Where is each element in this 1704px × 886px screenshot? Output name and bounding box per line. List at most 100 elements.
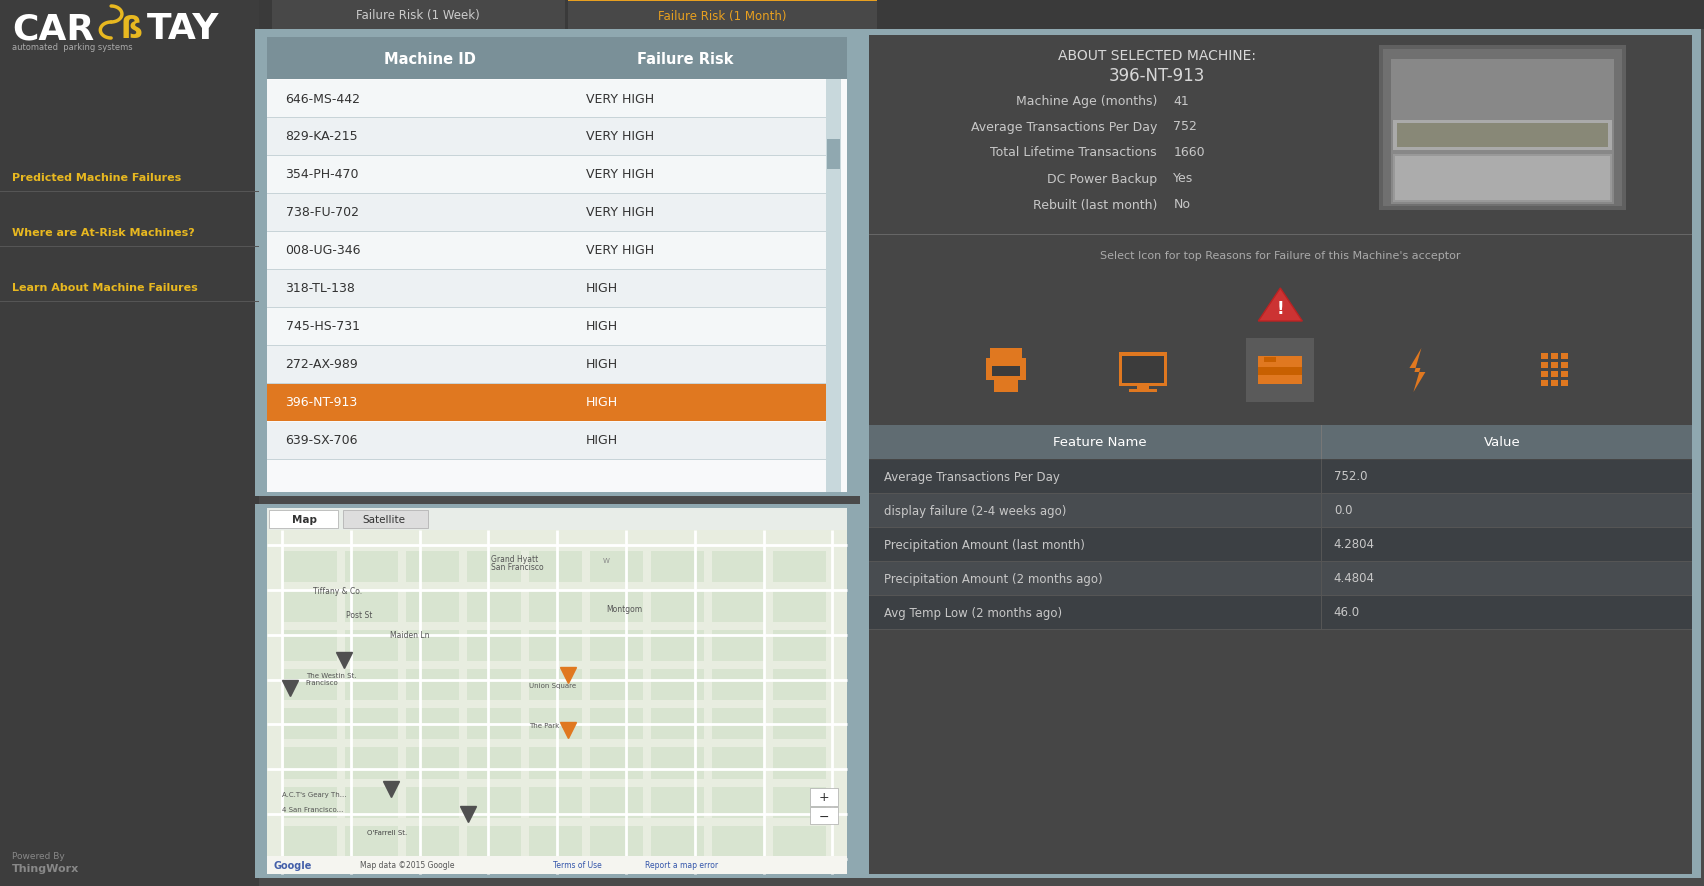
Text: CAR: CAR bbox=[12, 12, 95, 46]
Text: Average Transactions Per Day: Average Transactions Per Day bbox=[884, 470, 1060, 483]
Bar bbox=[774, 708, 826, 740]
Text: Select Icon for top Reasons for Failure of this Machine's acceptor: Select Icon for top Reasons for Failure … bbox=[1101, 251, 1460, 260]
Bar bbox=[651, 669, 704, 700]
Bar bbox=[346, 630, 399, 661]
Bar bbox=[869, 595, 1692, 596]
Bar bbox=[268, 194, 826, 195]
Text: Learn About Machine Failures: Learn About Machine Failures bbox=[12, 283, 198, 292]
Bar bbox=[869, 235, 1692, 236]
Bar bbox=[1379, 46, 1626, 211]
Bar bbox=[590, 669, 642, 700]
Text: Failure Risk: Failure Risk bbox=[637, 51, 733, 66]
Bar bbox=[861, 30, 1701, 878]
Bar bbox=[651, 708, 704, 740]
Bar bbox=[1396, 157, 1610, 201]
Bar bbox=[528, 748, 581, 779]
Bar bbox=[1384, 50, 1622, 206]
Bar bbox=[869, 461, 1692, 494]
Bar bbox=[528, 787, 581, 818]
Bar bbox=[774, 591, 826, 622]
Bar bbox=[268, 80, 847, 493]
Text: HIGH: HIGH bbox=[586, 358, 619, 371]
Bar bbox=[987, 359, 1026, 381]
Bar bbox=[271, 0, 566, 30]
Bar bbox=[254, 504, 861, 878]
Text: +: + bbox=[820, 790, 830, 804]
Text: Precipitation Amount (2 months ago): Precipitation Amount (2 months ago) bbox=[884, 571, 1102, 585]
Bar bbox=[1551, 381, 1557, 386]
Bar bbox=[567, 0, 876, 30]
Text: A.C.T's Geary Th...: A.C.T's Geary Th... bbox=[283, 791, 348, 797]
Text: 0.0: 0.0 bbox=[1334, 504, 1353, 517]
Bar bbox=[869, 629, 1692, 630]
Bar bbox=[346, 748, 399, 779]
Bar bbox=[1561, 354, 1568, 360]
Bar bbox=[268, 856, 847, 874]
Bar bbox=[406, 669, 460, 700]
Text: 829-KA-215: 829-KA-215 bbox=[286, 130, 358, 144]
Text: HIGH: HIGH bbox=[586, 434, 619, 447]
Text: Post St: Post St bbox=[346, 610, 373, 620]
Bar bbox=[993, 378, 1017, 392]
Bar bbox=[467, 591, 521, 622]
Text: HIGH: HIGH bbox=[586, 282, 619, 295]
Text: 745-HS-731: 745-HS-731 bbox=[286, 320, 360, 333]
Text: 318-TL-138: 318-TL-138 bbox=[286, 282, 356, 295]
Text: VERY HIGH: VERY HIGH bbox=[586, 130, 654, 144]
Bar bbox=[1246, 338, 1314, 402]
Bar bbox=[590, 591, 642, 622]
Bar bbox=[0, 0, 259, 886]
Bar bbox=[268, 531, 847, 874]
Bar bbox=[869, 36, 1692, 874]
Bar bbox=[1561, 381, 1568, 386]
Text: Failure Risk (1 Week): Failure Risk (1 Week) bbox=[356, 9, 481, 21]
Bar bbox=[268, 156, 826, 157]
Bar bbox=[268, 233, 826, 269]
Bar bbox=[406, 551, 460, 583]
Bar bbox=[811, 807, 838, 824]
Bar bbox=[590, 708, 642, 740]
Text: −: − bbox=[820, 810, 830, 822]
Bar bbox=[1540, 381, 1547, 386]
Text: Powered By: Powered By bbox=[12, 851, 65, 860]
Bar bbox=[1561, 362, 1568, 369]
Bar bbox=[1561, 371, 1568, 377]
Bar bbox=[590, 551, 642, 583]
Bar bbox=[651, 630, 704, 661]
Text: 4.4804: 4.4804 bbox=[1334, 571, 1375, 585]
Text: Rebuilt (last month): Rebuilt (last month) bbox=[1033, 198, 1157, 211]
Bar bbox=[285, 708, 337, 740]
Bar bbox=[528, 630, 581, 661]
Text: VERY HIGH: VERY HIGH bbox=[586, 168, 654, 182]
Bar bbox=[1137, 385, 1148, 391]
Text: Map: Map bbox=[291, 515, 317, 525]
Text: HIGH: HIGH bbox=[586, 320, 619, 333]
Bar bbox=[268, 38, 847, 80]
Bar bbox=[826, 80, 842, 493]
Text: 354-PH-470: 354-PH-470 bbox=[286, 168, 360, 182]
Bar bbox=[268, 81, 826, 118]
Bar bbox=[406, 630, 460, 661]
Text: 752.0: 752.0 bbox=[1334, 470, 1367, 483]
Bar bbox=[869, 527, 1692, 528]
Text: The Westin St.: The Westin St. bbox=[305, 672, 356, 679]
Text: automated  parking systems: automated parking systems bbox=[12, 43, 133, 51]
Text: Avg Temp Low (2 months ago): Avg Temp Low (2 months ago) bbox=[884, 606, 1063, 618]
Text: Failure Risk (1 Month): Failure Risk (1 Month) bbox=[658, 10, 787, 22]
Bar bbox=[346, 669, 399, 700]
Bar bbox=[268, 119, 826, 156]
Bar bbox=[651, 787, 704, 818]
Bar bbox=[285, 551, 337, 583]
Bar bbox=[1540, 362, 1547, 369]
Bar bbox=[268, 307, 826, 308]
Bar bbox=[1540, 354, 1547, 360]
Bar bbox=[869, 563, 1692, 595]
Bar bbox=[406, 826, 460, 857]
Bar bbox=[1540, 371, 1547, 377]
Bar bbox=[1258, 368, 1302, 376]
Bar bbox=[467, 787, 521, 818]
Bar bbox=[774, 748, 826, 779]
Text: Feature Name: Feature Name bbox=[1053, 436, 1147, 449]
Text: Google: Google bbox=[273, 860, 312, 870]
Bar bbox=[467, 748, 521, 779]
